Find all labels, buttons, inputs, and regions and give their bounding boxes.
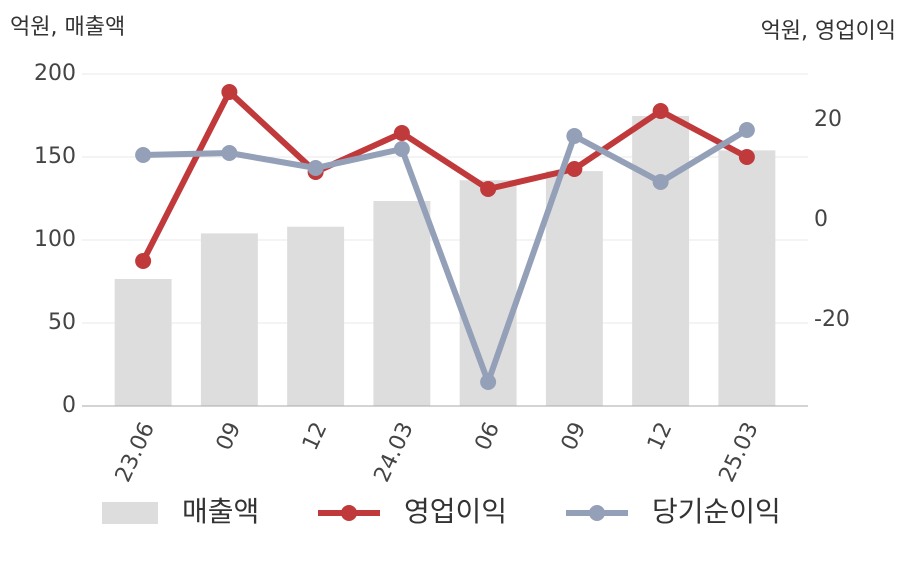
legend-swatch (341, 505, 357, 521)
x-tick-label: 25.03 (714, 419, 763, 487)
y2-tick-label: 20 (814, 107, 842, 132)
point (738, 149, 755, 165)
legend-label: 당기순이익 (652, 495, 781, 528)
bar (545, 171, 603, 406)
y-tick-label: 50 (48, 310, 76, 335)
bar (114, 279, 172, 406)
point (307, 160, 324, 176)
x-tick-label: 12 (643, 419, 677, 455)
bar (373, 200, 431, 406)
bar (632, 115, 690, 407)
x-tick-label: 06 (471, 419, 505, 455)
y-tick-label: 0 (62, 393, 76, 418)
line (140, 89, 749, 263)
x-tick-label: 12 (298, 419, 332, 455)
line (143, 127, 749, 385)
y2-tick-label: -20 (814, 307, 850, 332)
legend-swatch (589, 505, 605, 521)
legend-label: 매출액 (182, 495, 259, 528)
legend-swatch (102, 502, 158, 524)
point (652, 103, 669, 119)
y-tick-label: 150 (34, 144, 76, 169)
point (566, 128, 583, 144)
x-tick-label: 23.06 (111, 419, 160, 487)
point (738, 122, 755, 138)
y2-axis-title: 억원, 영업이익 (761, 19, 896, 44)
bar (459, 180, 517, 406)
x-tick-label: 09 (212, 419, 246, 455)
y2-tick-label: 0 (814, 207, 828, 232)
point (393, 141, 410, 157)
y-tick-label: 200 (34, 61, 76, 86)
point (221, 84, 238, 100)
bar (287, 226, 345, 406)
point (566, 161, 583, 177)
point (393, 125, 410, 141)
x-tick-label: 09 (557, 419, 591, 455)
point (480, 374, 497, 390)
bar (200, 233, 258, 406)
point (221, 145, 238, 161)
legend-label: 영업이익 (404, 495, 507, 528)
point (135, 147, 152, 163)
point (135, 253, 152, 269)
x-tick-label: 24.03 (369, 419, 418, 487)
y-axis-title: 억원, 매출액 (10, 15, 125, 40)
bar (718, 150, 776, 406)
point (652, 174, 669, 190)
point (480, 181, 497, 197)
y-tick-label: 100 (34, 227, 76, 252)
